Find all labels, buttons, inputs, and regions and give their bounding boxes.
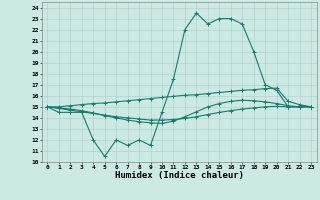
X-axis label: Humidex (Indice chaleur): Humidex (Indice chaleur): [115, 171, 244, 180]
